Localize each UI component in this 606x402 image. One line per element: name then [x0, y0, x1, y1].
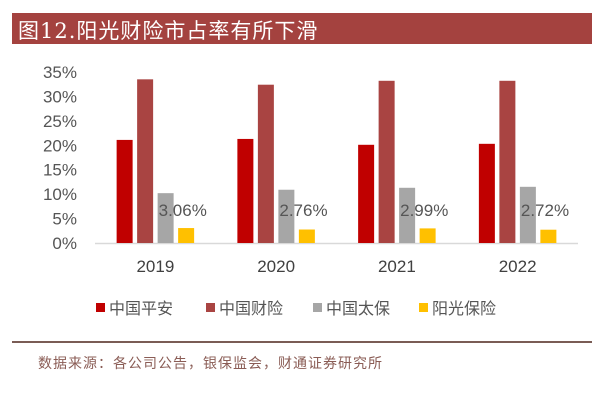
figure-title-bar: 图12.阳光财险市占率有所下滑	[12, 13, 592, 44]
bar-2019-4	[178, 228, 195, 243]
bar-2022-2	[499, 80, 516, 244]
bar-2021-1	[358, 144, 375, 243]
bar-2020-4	[298, 229, 315, 243]
data-label-2020: 2.76%	[279, 201, 327, 220]
legend-swatch-2	[206, 303, 215, 312]
y-tick-label: 30%	[43, 87, 77, 106]
bar-2020-2	[257, 84, 274, 244]
x-tick-label: 2019	[136, 257, 174, 276]
bar-2019-1	[116, 139, 133, 243]
bar-2021-2	[378, 80, 395, 244]
legend-label-3: 中国太保	[326, 299, 390, 318]
y-tick-label: 10%	[43, 185, 77, 204]
legend-swatch-1	[96, 303, 105, 312]
legend-label-1: 中国平安	[109, 299, 173, 318]
y-tick-label: 0%	[52, 234, 77, 253]
bar-2021-3	[399, 187, 416, 243]
y-tick-label: 15%	[43, 161, 77, 180]
legend-label-2: 中国财险	[219, 299, 283, 318]
y-tick-label: 35%	[43, 63, 77, 82]
bar-chart: 0% 5% 10% 15% 20% 25% 30% 35% 3.06% 2019 2.76% 2020…	[43, 63, 578, 318]
legend-swatch-4	[419, 303, 428, 312]
bar-2021-4	[419, 228, 436, 243]
x-tick-label: 2020	[257, 257, 295, 276]
y-tick-label: 20%	[43, 136, 77, 155]
bar-2019-2	[137, 79, 154, 243]
y-tick-label: 5%	[52, 210, 77, 229]
x-tick-label: 2021	[378, 257, 416, 276]
bar-2022-1	[478, 143, 495, 243]
bar-2020-1	[237, 138, 254, 243]
bar-2022-4	[540, 229, 557, 243]
data-label-2019: 3.06%	[159, 201, 207, 220]
x-tick-label: 2022	[499, 257, 537, 276]
legend-swatch-3	[313, 303, 322, 312]
bar-2022-3	[519, 186, 536, 243]
legend-label-4: 阳光保险	[432, 299, 496, 318]
bar-2019-3	[157, 193, 174, 243]
data-label-2021: 2.99%	[400, 201, 448, 220]
separator-line	[12, 341, 592, 343]
figure-title: 图12.阳光财险市占率有所下滑	[18, 19, 319, 43]
bar-2020-3	[278, 189, 295, 243]
y-tick-label: 25%	[43, 112, 77, 131]
source-note: 数据来源：各公司公告，银保监会，财通证券研究所	[38, 356, 383, 372]
data-label-2022: 2.72%	[521, 201, 569, 220]
